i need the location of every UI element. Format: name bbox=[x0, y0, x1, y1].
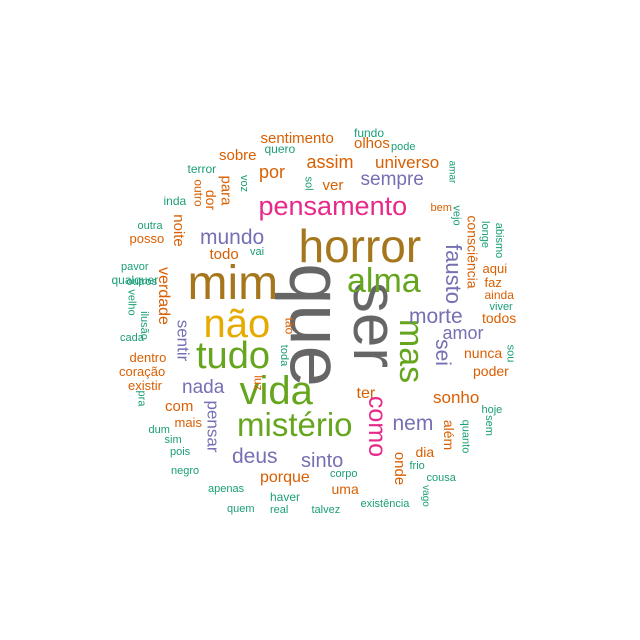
word-haver: haver bbox=[270, 490, 301, 504]
word-amar: amar bbox=[445, 160, 457, 184]
word-cousa: cousa bbox=[426, 471, 456, 484]
word-sinto: sinto bbox=[301, 450, 344, 472]
word-toda: toda bbox=[277, 344, 290, 366]
word-pensar: pensar bbox=[203, 400, 223, 452]
word-olhos: olhos bbox=[354, 134, 390, 152]
word-velho: velho bbox=[125, 288, 138, 316]
word-sim: sim bbox=[164, 433, 182, 446]
word-abismo: abismo bbox=[492, 222, 505, 258]
word-quem: quem bbox=[227, 502, 255, 515]
word-misterio: mistério bbox=[237, 405, 353, 443]
word-vago: vago bbox=[419, 485, 431, 507]
word-por: por bbox=[259, 162, 286, 182]
word-onde: onde bbox=[390, 451, 408, 485]
word-terror: terror bbox=[187, 162, 217, 176]
word-morte: morte bbox=[409, 304, 463, 328]
word-tao: tão bbox=[281, 317, 296, 335]
word-sol: sol bbox=[302, 175, 315, 191]
word-sou: sou bbox=[504, 344, 517, 362]
word-longe: longe bbox=[478, 220, 491, 248]
word-faz: faz bbox=[484, 274, 502, 290]
word-nem: nem bbox=[392, 411, 434, 435]
word-pra: pra bbox=[135, 390, 148, 406]
word-bem: bem bbox=[430, 201, 452, 214]
word-como: como bbox=[362, 395, 391, 457]
word-dum: dum bbox=[148, 423, 170, 436]
word-dentro: dentro bbox=[129, 349, 167, 365]
word-outro: outro bbox=[191, 179, 206, 207]
word-hoje: hoje bbox=[481, 403, 503, 416]
word-vida: vida bbox=[239, 369, 313, 413]
word-sentir: sentir bbox=[173, 319, 193, 361]
word-real: real bbox=[270, 503, 289, 516]
word-pavor: pavor bbox=[121, 260, 149, 273]
word-corpo: corpo bbox=[330, 467, 358, 480]
word-uma: uma bbox=[331, 481, 359, 497]
word-outros: outros bbox=[126, 275, 158, 288]
word-existir: existir bbox=[128, 377, 162, 393]
word-talvez: talvez bbox=[311, 503, 341, 516]
word-voz: voz bbox=[237, 174, 250, 192]
word-negro: negro bbox=[171, 464, 200, 477]
word-vejo: vejo bbox=[450, 204, 463, 226]
word-noite: noite bbox=[169, 213, 187, 247]
word-mim: mim bbox=[187, 257, 279, 310]
word-sobre: sobre bbox=[219, 146, 257, 164]
word-vai: vai bbox=[250, 245, 265, 258]
word-outra: outra bbox=[137, 219, 163, 232]
word-poder: poder bbox=[473, 363, 509, 379]
word-cada: cada bbox=[120, 331, 144, 344]
word-porque: porque bbox=[260, 469, 310, 486]
word-sonho: sonho bbox=[433, 387, 480, 407]
word-nao: não bbox=[203, 302, 271, 346]
word-ver: ver bbox=[322, 176, 344, 194]
word-mas: mas bbox=[392, 318, 431, 384]
word-fundo: fundo bbox=[354, 126, 385, 140]
word-posso: posso bbox=[129, 230, 165, 246]
word-luz: luz bbox=[251, 375, 266, 391]
word-ainda: ainda bbox=[484, 288, 514, 302]
word-deus: deus bbox=[232, 444, 278, 468]
word-nada: nada bbox=[182, 376, 225, 398]
word-quero: quero bbox=[264, 142, 296, 156]
word-pois: pois bbox=[170, 445, 191, 458]
word-existencia: existência bbox=[360, 497, 410, 510]
word-qualquer: qualquer bbox=[111, 273, 159, 287]
word-consciencia: consciência bbox=[464, 215, 481, 289]
word-para: para bbox=[217, 174, 235, 206]
word-dia: dia bbox=[415, 444, 435, 460]
word-sempre: sempre bbox=[360, 168, 424, 190]
word-assim: assim bbox=[306, 152, 354, 172]
word-coracao: coração bbox=[119, 363, 166, 379]
word-tudo: tudo bbox=[196, 335, 270, 377]
word-inda: inda bbox=[163, 194, 187, 208]
word-todos: todos bbox=[482, 310, 517, 326]
word-horror: horror bbox=[298, 220, 422, 272]
word-dor: dor bbox=[203, 189, 220, 211]
word-sentimento: sentimento bbox=[260, 129, 334, 147]
word-apenas: apenas bbox=[208, 482, 245, 495]
word-alem: além bbox=[441, 419, 458, 451]
word-frio: frio bbox=[409, 459, 425, 472]
word-mundo: mundo bbox=[200, 225, 265, 249]
word-alma: alma bbox=[347, 262, 421, 300]
word-amor: amor bbox=[442, 323, 484, 343]
word-com: com bbox=[165, 397, 194, 415]
word-fausto: fausto bbox=[440, 244, 466, 304]
word-viver: viver bbox=[489, 300, 513, 313]
word-quanto: quanto bbox=[459, 419, 472, 453]
word-ter: ter bbox=[356, 385, 376, 402]
word-aqui: aqui bbox=[482, 260, 508, 276]
word-pode: pode bbox=[391, 140, 416, 153]
word-universo: universo bbox=[375, 152, 440, 172]
word-mais: mais bbox=[174, 414, 202, 430]
word-todo: todo bbox=[209, 245, 239, 263]
word-nunca: nunca bbox=[464, 345, 503, 361]
word-pensamento: pensamento bbox=[258, 190, 408, 221]
word-sem: sem bbox=[482, 414, 495, 436]
